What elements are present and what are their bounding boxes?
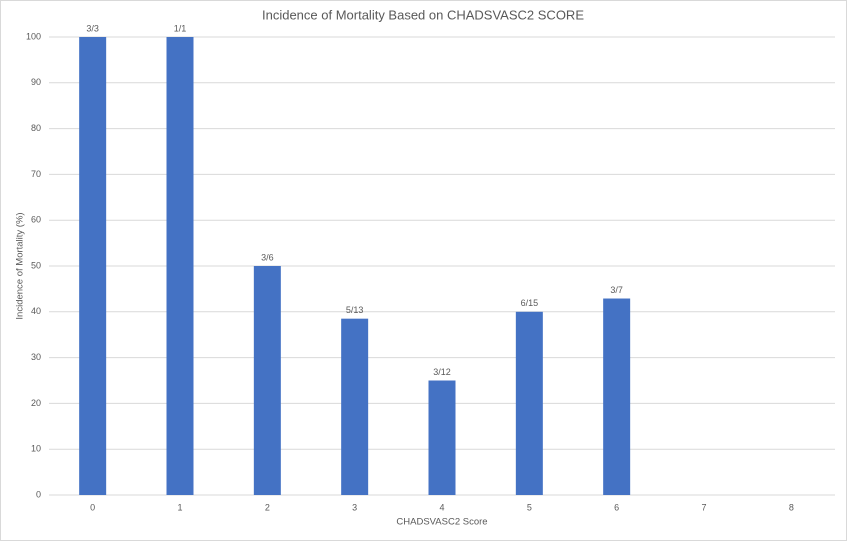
bar [253, 266, 281, 495]
x-tick-label: 1 [177, 502, 182, 512]
y-tick-label: 0 [36, 489, 41, 499]
value-label: 5/13 [346, 305, 364, 315]
y-tick-label: 50 [31, 260, 41, 270]
value-label: 6/15 [521, 298, 539, 308]
y-tick-label: 10 [31, 444, 41, 454]
y-tick-label: 30 [31, 352, 41, 362]
bar [79, 37, 107, 495]
value-label: 3/3 [86, 23, 99, 33]
y-tick-label: 20 [31, 398, 41, 408]
bar [515, 311, 543, 495]
bar [341, 318, 369, 495]
value-label: 3/12 [433, 367, 451, 377]
x-tick-label: 4 [439, 502, 444, 512]
y-tick-label: 100 [26, 31, 41, 41]
value-label: 3/7 [610, 285, 623, 295]
x-axis-title: CHADSVASC2 Score [396, 517, 487, 528]
y-axis-title: Incidence of Mortality (%) [15, 212, 26, 319]
bar [428, 380, 456, 495]
y-tick-label: 70 [31, 169, 41, 179]
y-tick-label: 40 [31, 306, 41, 316]
value-label: 1/1 [174, 23, 187, 33]
x-tick-label: 8 [789, 502, 794, 512]
x-tick-label: 2 [265, 502, 270, 512]
x-tick-label: 5 [527, 502, 532, 512]
y-tick-label: 90 [31, 77, 41, 87]
y-tick-label: 60 [31, 215, 41, 225]
x-tick-label: 7 [701, 502, 706, 512]
bar [166, 37, 194, 495]
y-tick-label: 80 [31, 123, 41, 133]
bar [603, 298, 631, 495]
x-tick-label: 6 [614, 502, 619, 512]
chart-title: Incidence of Mortality Based on CHADSVAS… [262, 7, 584, 22]
value-label: 3/6 [261, 252, 274, 262]
x-tick-label: 0 [90, 502, 95, 512]
x-tick-label: 3 [352, 502, 357, 512]
